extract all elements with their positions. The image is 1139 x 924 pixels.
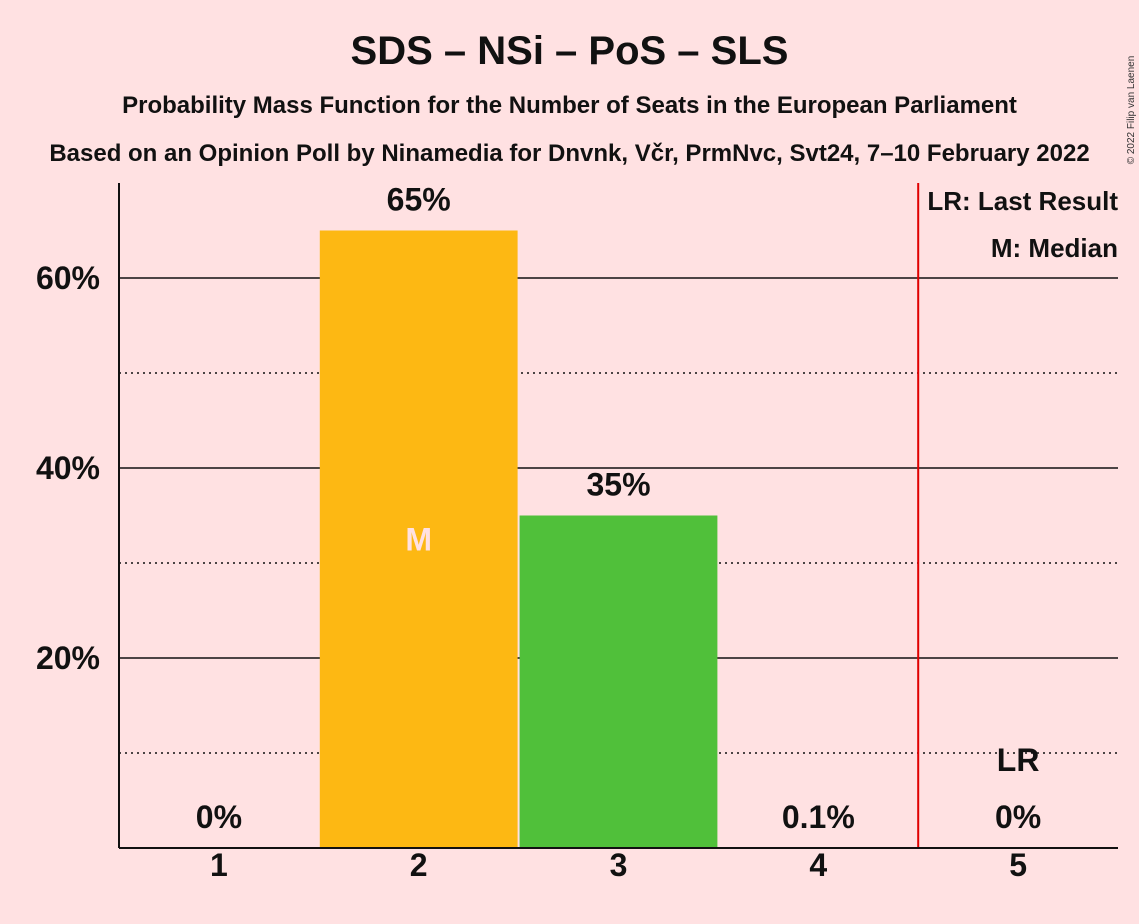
bars: [319, 230, 718, 848]
x-tick-label: 1: [210, 847, 228, 883]
x-tick-label: 4: [809, 847, 827, 883]
median-marker: M: [405, 521, 432, 557]
y-tick-label: 60%: [36, 260, 100, 296]
x-tick-label: 2: [410, 847, 428, 883]
chart-title: SDS – NSi – PoS – SLS: [351, 29, 789, 73]
x-tick-label: 5: [1009, 847, 1027, 883]
y-tick-label: 20%: [36, 640, 100, 676]
bar-value-label: 0%: [196, 799, 242, 835]
x-tick-label: 3: [610, 847, 628, 883]
legend-last-result: LR: Last Result: [927, 186, 1118, 216]
y-tick-label: 40%: [36, 450, 100, 486]
last-result-marker: LR: [997, 742, 1040, 778]
chart-subtitle: Probability Mass Function for the Number…: [122, 92, 1017, 119]
axes: 20% 40% 60% 1 2 3 4 5: [36, 183, 1118, 883]
bar-2: [319, 230, 518, 848]
bar-labels: 0% 65% 35% 0.1% 0% M LR: [196, 182, 1041, 836]
bar-value-label: 0.1%: [782, 799, 855, 835]
bar-3: [519, 515, 718, 848]
bar-value-label: 0%: [995, 799, 1041, 835]
legend-median: M: Median: [991, 233, 1118, 263]
chart-source-line: Based on an Opinion Poll by Ninamedia fo…: [49, 140, 1089, 167]
copyright-notice: © 2022 Filip van Laenen: [1126, 56, 1137, 165]
bar-value-label: 65%: [387, 182, 451, 218]
bar-value-label: 35%: [586, 467, 650, 503]
